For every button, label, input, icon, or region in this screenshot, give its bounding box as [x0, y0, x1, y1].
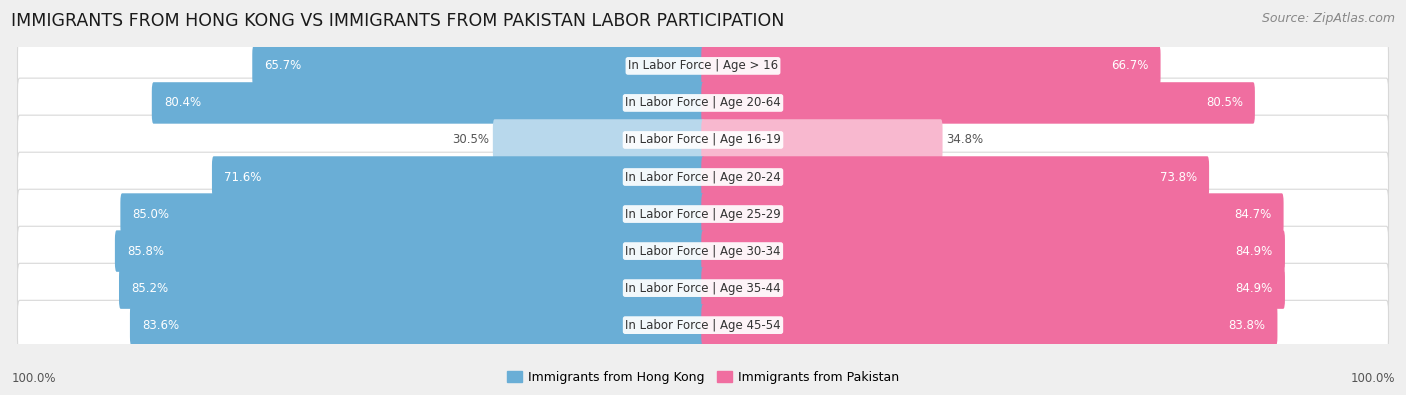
- Text: 34.8%: 34.8%: [946, 134, 983, 147]
- FancyBboxPatch shape: [17, 263, 1389, 313]
- Text: 85.2%: 85.2%: [131, 282, 169, 295]
- FancyBboxPatch shape: [121, 193, 704, 235]
- FancyBboxPatch shape: [17, 300, 1389, 350]
- Text: 100.0%: 100.0%: [11, 372, 56, 385]
- Text: 85.8%: 85.8%: [127, 245, 165, 258]
- FancyBboxPatch shape: [212, 156, 704, 198]
- Text: 71.6%: 71.6%: [224, 171, 262, 184]
- Text: 83.8%: 83.8%: [1229, 319, 1265, 332]
- Text: 66.7%: 66.7%: [1111, 59, 1149, 72]
- FancyBboxPatch shape: [120, 267, 704, 309]
- FancyBboxPatch shape: [17, 189, 1389, 239]
- Text: IMMIGRANTS FROM HONG KONG VS IMMIGRANTS FROM PAKISTAN LABOR PARTICIPATION: IMMIGRANTS FROM HONG KONG VS IMMIGRANTS …: [11, 12, 785, 30]
- FancyBboxPatch shape: [17, 226, 1389, 276]
- Text: In Labor Force | Age 35-44: In Labor Force | Age 35-44: [626, 282, 780, 295]
- Legend: Immigrants from Hong Kong, Immigrants from Pakistan: Immigrants from Hong Kong, Immigrants fr…: [502, 366, 904, 389]
- FancyBboxPatch shape: [702, 305, 1278, 346]
- FancyBboxPatch shape: [702, 119, 942, 161]
- FancyBboxPatch shape: [17, 41, 1389, 91]
- Text: 84.9%: 84.9%: [1236, 282, 1272, 295]
- FancyBboxPatch shape: [17, 115, 1389, 165]
- Text: In Labor Force | Age 20-64: In Labor Force | Age 20-64: [626, 96, 780, 109]
- Text: In Labor Force | Age > 16: In Labor Force | Age > 16: [628, 59, 778, 72]
- FancyBboxPatch shape: [252, 45, 704, 87]
- Text: 80.4%: 80.4%: [165, 96, 201, 109]
- FancyBboxPatch shape: [702, 45, 1160, 87]
- Text: 30.5%: 30.5%: [453, 134, 489, 147]
- Text: 73.8%: 73.8%: [1160, 171, 1197, 184]
- FancyBboxPatch shape: [702, 193, 1284, 235]
- Text: Source: ZipAtlas.com: Source: ZipAtlas.com: [1261, 12, 1395, 25]
- Text: In Labor Force | Age 16-19: In Labor Force | Age 16-19: [626, 134, 780, 147]
- Text: 83.6%: 83.6%: [142, 319, 179, 332]
- Text: In Labor Force | Age 45-54: In Labor Force | Age 45-54: [626, 319, 780, 332]
- FancyBboxPatch shape: [129, 305, 704, 346]
- Text: In Labor Force | Age 25-29: In Labor Force | Age 25-29: [626, 207, 780, 220]
- FancyBboxPatch shape: [115, 230, 704, 272]
- FancyBboxPatch shape: [702, 156, 1209, 198]
- FancyBboxPatch shape: [152, 82, 704, 124]
- Text: 100.0%: 100.0%: [1350, 372, 1395, 385]
- Text: In Labor Force | Age 20-24: In Labor Force | Age 20-24: [626, 171, 780, 184]
- FancyBboxPatch shape: [702, 230, 1285, 272]
- FancyBboxPatch shape: [702, 82, 1256, 124]
- Text: 80.5%: 80.5%: [1206, 96, 1243, 109]
- Text: In Labor Force | Age 30-34: In Labor Force | Age 30-34: [626, 245, 780, 258]
- Text: 84.9%: 84.9%: [1236, 245, 1272, 258]
- FancyBboxPatch shape: [17, 78, 1389, 128]
- FancyBboxPatch shape: [702, 267, 1285, 309]
- Text: 84.7%: 84.7%: [1234, 207, 1271, 220]
- FancyBboxPatch shape: [17, 152, 1389, 202]
- FancyBboxPatch shape: [494, 119, 704, 161]
- Text: 65.7%: 65.7%: [264, 59, 301, 72]
- Text: 85.0%: 85.0%: [132, 207, 169, 220]
